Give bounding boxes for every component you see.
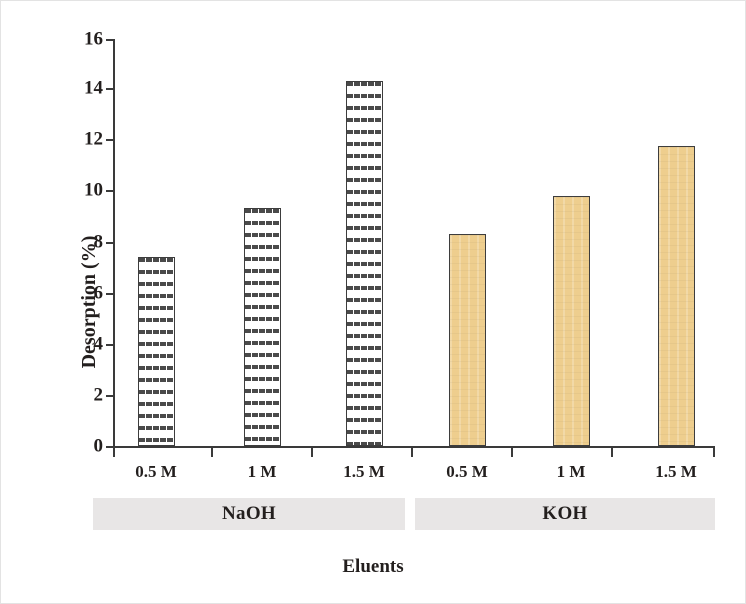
y-tick-label-0: 0 [93,435,104,457]
bar-naoh-0_5m[interactable] [138,256,175,446]
y-tick-label-14: 14 [84,77,103,99]
x-category-label-koh-1m: 1 M [556,462,586,481]
x-tick-1 [211,448,213,457]
x-axis-line [113,446,715,448]
x-tick-0 [113,448,115,457]
y-tick-label-4: 4 [93,333,104,355]
group-band-koh: KOH [415,498,715,530]
plot-area: 0 2 4 6 8 10 12 14 [84,30,715,457]
bar-naoh-1m[interactable] [244,208,281,446]
x-axis-title: Eluents [342,556,404,577]
x-tick-4 [511,448,513,457]
y-tick-label-2: 2 [93,384,104,406]
x-category-label-koh-1_5m: 1.5 M [655,462,697,481]
y-tick-label-8: 8 [93,231,104,252]
y-axis-line [113,39,115,448]
x-category-label-naoh-0_5m: 0.5 M [135,462,177,481]
bar-naoh-1_5m[interactable] [346,80,383,446]
x-category-label-naoh-1m: 1 M [247,462,277,481]
y-tick-label-6: 6 [93,282,104,304]
y-tick-label-16: 16 [84,28,103,50]
group-band-naoh: NaOH [93,498,405,530]
bar-koh-1m[interactable] [553,195,590,446]
bar-koh-0_5m[interactable] [449,233,486,446]
x-category-label-naoh-1_5m: 1.5 M [343,462,385,481]
x-tick-6 [713,448,715,457]
group-band-label-koh: KOH [542,503,588,524]
x-category-label-koh-0_5m: 0.5 M [446,462,488,481]
x-tick-5 [611,448,613,457]
x-tick-2 [311,448,313,457]
bar-koh-1_5m[interactable] [658,145,695,446]
y-tick-label-12: 12 [84,128,103,150]
x-tick-3 [411,448,413,457]
y-tick-label-10: 10 [84,179,103,201]
group-band-label-naoh: NaOH [222,503,276,524]
